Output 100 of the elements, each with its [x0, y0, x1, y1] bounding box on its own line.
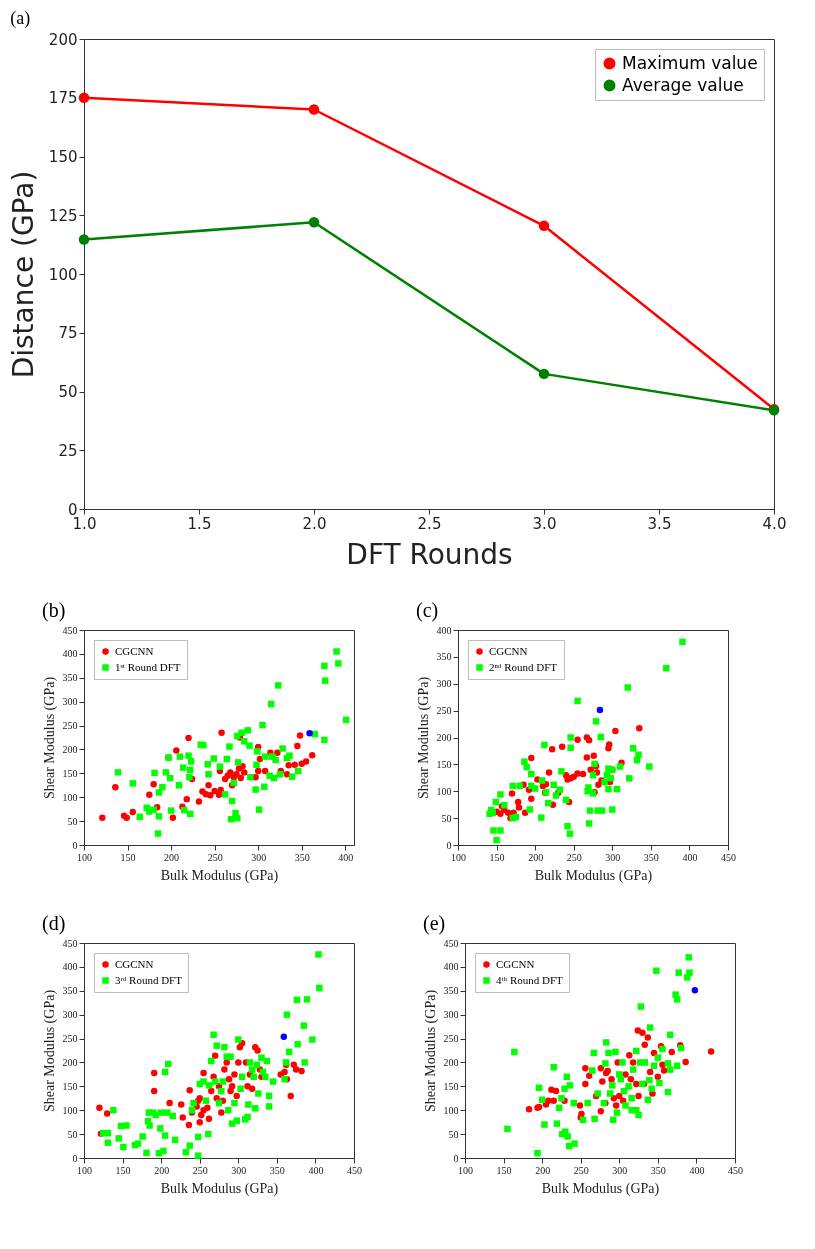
x-tick-label: 150 [120, 851, 136, 863]
x-tick-label: 450 [728, 1164, 743, 1176]
y-tick-label: 300 [62, 696, 78, 708]
y-tick-label: 100 [48, 265, 78, 284]
chart-title: (d) [42, 912, 66, 935]
y-tick-label: 400 [62, 961, 78, 973]
x-axis-title: Bulk Modulus (GPa) [541, 1180, 660, 1197]
legend-label: 2ⁿᵈ Round DFT [489, 660, 558, 673]
legend-label: Average value [622, 74, 744, 95]
y-tick-label: 175 [48, 89, 78, 108]
y-axis-title: Shear Modulus (GPa) [41, 989, 58, 1113]
y-tick-label: 250 [62, 720, 78, 732]
y-axis-title: Shear Modulus (GPa) [41, 676, 58, 800]
legend-label: CGCNN [115, 644, 154, 657]
x-tick-label: 200 [528, 851, 544, 863]
y-tick-label: 150 [48, 148, 78, 166]
y-tick-label: 150 [62, 1080, 78, 1092]
x-tick-label: 300 [605, 851, 621, 863]
x-tick-label: 250 [573, 1164, 589, 1176]
y-tick-label: 400 [436, 624, 452, 636]
y-tick-label: 250 [436, 705, 452, 717]
y-axis-title: Shear Modulus (GPa) [415, 676, 432, 800]
x-tick-label: 150 [489, 851, 505, 863]
y-tick-label: 150 [436, 758, 452, 770]
x-tick-label: 300 [612, 1164, 628, 1176]
y-tick-label: 400 [443, 961, 459, 973]
y-tick-label: 50 [58, 383, 78, 401]
x-tick-label: 4.0 [762, 514, 787, 533]
x-tick-label: 3.5 [647, 514, 672, 533]
x-tick-label: 400 [338, 851, 354, 863]
legend-label: CGCNN [115, 957, 154, 970]
x-tick-label: 150 [115, 1164, 131, 1176]
y-tick-label: 25 [58, 441, 78, 460]
x-tick-label: 400 [682, 851, 698, 863]
x-tick-label: 350 [650, 1164, 666, 1176]
y-axis-title: Distance (GPa) [6, 170, 40, 379]
x-tick-label: 2.0 [302, 514, 327, 533]
y-tick-label: 50 [448, 1128, 459, 1140]
x-tick-label: 200 [164, 851, 180, 863]
x-tick-label: 250 [192, 1164, 208, 1176]
x-tick-label: 300 [251, 851, 267, 863]
y-tick-label: 200 [48, 30, 78, 49]
y-tick-label: 100 [436, 785, 452, 797]
x-tick-label: 300 [231, 1164, 247, 1176]
y-tick-label: 350 [62, 672, 78, 684]
y-tick-label: 0 [72, 1152, 78, 1164]
x-tick-label: 450 [721, 851, 736, 863]
x-tick-label: 2.5 [417, 514, 442, 533]
chart-title: (c) [416, 599, 439, 622]
y-tick-label: 450 [62, 937, 78, 949]
y-tick-label: 450 [443, 937, 459, 949]
y-tick-label: 50 [67, 1128, 78, 1140]
legend-label: 4ᵗʰ Round DFT [496, 973, 564, 986]
y-tick-label: 150 [62, 767, 78, 779]
x-tick-label: 450 [347, 1164, 362, 1176]
x-tick-label: 400 [689, 1164, 705, 1176]
y-tick-label: 125 [48, 206, 78, 225]
x-axis-title: Bulk Modulus (GPa) [160, 1180, 279, 1197]
y-tick-label: 0 [446, 839, 452, 851]
x-axis-title: DFT Rounds [346, 537, 513, 571]
chart-title: (a) [10, 8, 31, 29]
legend-label: Maximum value [622, 52, 758, 73]
x-tick-label: 1.5 [187, 514, 212, 533]
y-tick-label: 250 [443, 1033, 459, 1045]
y-tick-label: 350 [436, 651, 452, 663]
x-axis-title: Bulk Modulus (GPa) [534, 867, 653, 884]
y-tick-label: 50 [441, 812, 452, 824]
y-tick-label: 75 [58, 324, 78, 343]
y-tick-label: 200 [62, 1056, 78, 1068]
x-tick-label: 200 [535, 1164, 551, 1176]
chart-title: (e) [423, 912, 446, 935]
y-tick-label: 300 [62, 1009, 78, 1021]
y-tick-label: 0 [72, 839, 78, 851]
x-axis-title: Bulk Modulus (GPa) [160, 867, 279, 884]
x-tick-label: 350 [294, 851, 310, 863]
y-tick-label: 100 [62, 1104, 78, 1116]
x-tick-label: 350 [269, 1164, 285, 1176]
y-tick-label: 350 [62, 985, 78, 997]
y-tick-label: 250 [62, 1033, 78, 1045]
y-tick-label: 100 [443, 1104, 459, 1116]
y-tick-label: 350 [443, 985, 459, 997]
y-tick-label: 150 [443, 1080, 459, 1092]
x-tick-label: 150 [496, 1164, 512, 1176]
legend-label: 3ʳᵈ Round DFT [115, 973, 183, 986]
y-tick-label: 100 [62, 791, 78, 803]
legend-label: CGCNN [496, 957, 535, 970]
x-tick-label: 250 [207, 851, 223, 863]
y-axis-title: Shear Modulus (GPa) [422, 989, 439, 1113]
x-tick-label: 350 [643, 851, 659, 863]
x-tick-label: 1.0 [72, 514, 97, 533]
x-tick-label: 100 [458, 1164, 473, 1176]
x-tick-label: 250 [566, 851, 582, 863]
y-tick-label: 50 [67, 815, 78, 827]
y-tick-label: 200 [443, 1056, 459, 1068]
y-tick-label: 300 [436, 678, 452, 690]
x-tick-label: 400 [308, 1164, 324, 1176]
x-tick-label: 200 [154, 1164, 170, 1176]
y-tick-label: 200 [62, 743, 78, 755]
chart-title: (b) [42, 599, 66, 622]
y-tick-label: 400 [62, 648, 78, 660]
